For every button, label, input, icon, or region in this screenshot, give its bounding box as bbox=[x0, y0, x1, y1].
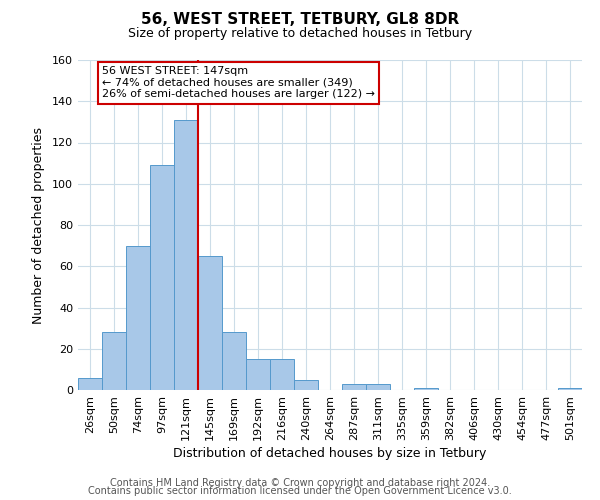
Bar bbox=[78, 378, 102, 390]
Bar bbox=[246, 359, 270, 390]
Bar bbox=[102, 332, 126, 390]
Bar bbox=[294, 380, 318, 390]
Bar bbox=[342, 384, 366, 390]
Text: Size of property relative to detached houses in Tetbury: Size of property relative to detached ho… bbox=[128, 28, 472, 40]
Bar bbox=[222, 332, 246, 390]
Bar bbox=[126, 246, 150, 390]
Bar bbox=[150, 165, 174, 390]
Bar bbox=[174, 120, 198, 390]
Bar bbox=[198, 256, 222, 390]
Text: 56 WEST STREET: 147sqm
← 74% of detached houses are smaller (349)
26% of semi-de: 56 WEST STREET: 147sqm ← 74% of detached… bbox=[102, 66, 375, 100]
Text: Contains HM Land Registry data © Crown copyright and database right 2024.: Contains HM Land Registry data © Crown c… bbox=[110, 478, 490, 488]
Bar bbox=[558, 388, 582, 390]
Bar bbox=[414, 388, 438, 390]
Text: 56, WEST STREET, TETBURY, GL8 8DR: 56, WEST STREET, TETBURY, GL8 8DR bbox=[141, 12, 459, 28]
Y-axis label: Number of detached properties: Number of detached properties bbox=[32, 126, 45, 324]
Text: Contains public sector information licensed under the Open Government Licence v3: Contains public sector information licen… bbox=[88, 486, 512, 496]
Bar bbox=[270, 359, 294, 390]
Bar bbox=[366, 384, 390, 390]
X-axis label: Distribution of detached houses by size in Tetbury: Distribution of detached houses by size … bbox=[173, 447, 487, 460]
